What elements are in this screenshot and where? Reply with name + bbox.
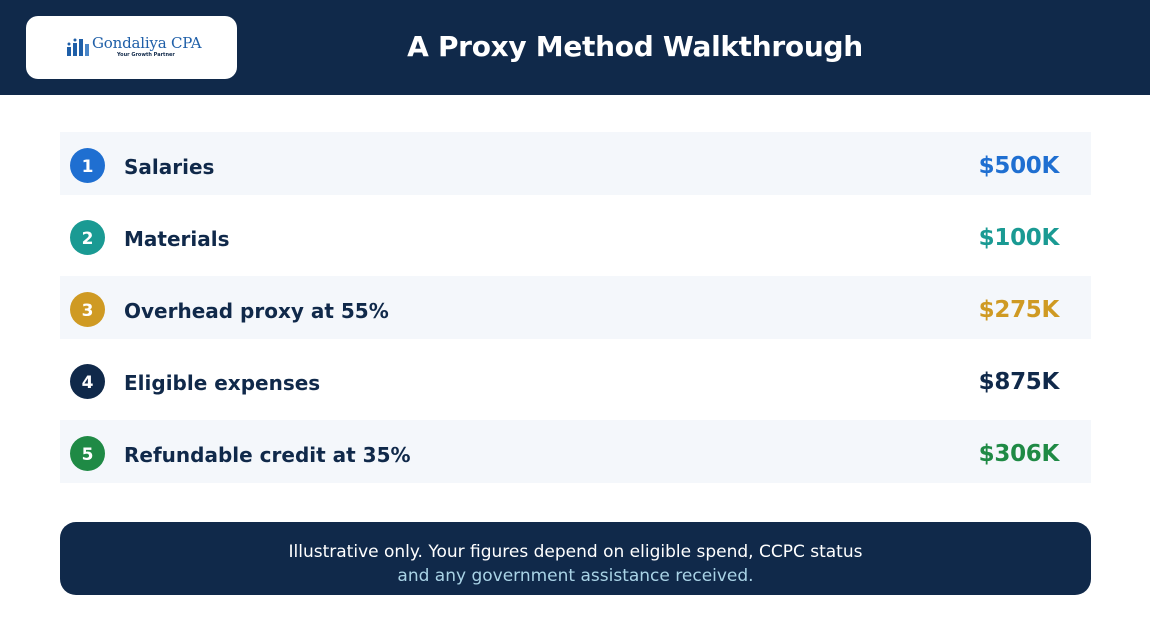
- step-row-4: 4 Eligible expenses $875K: [60, 348, 1091, 411]
- bar-chart-logo-icon: [67, 38, 89, 56]
- step-number-badge: 5: [70, 436, 105, 471]
- step-amount: $306K: [978, 441, 1060, 467]
- step-amount: $875K: [978, 369, 1060, 395]
- step-amount: $100K: [978, 225, 1060, 251]
- steps-list: 1 Salaries $500K 2 Materials $100K 3 Ove…: [60, 132, 1091, 492]
- step-number-badge: 4: [70, 364, 105, 399]
- step-number-badge: 2: [70, 220, 105, 255]
- disclaimer-box: Illustrative only. Your figures depend o…: [60, 522, 1091, 595]
- page-title: A Proxy Method Walkthrough: [407, 30, 863, 63]
- step-row-1: 1 Salaries $500K: [60, 132, 1091, 195]
- logo: Gondaliya CPA Your Growth Partner: [26, 16, 237, 79]
- step-amount: $275K: [978, 297, 1060, 323]
- logo-tagline: Your Growth Partner: [117, 52, 175, 58]
- disclaimer-line-1: Illustrative only. Your figures depend o…: [288, 542, 863, 562]
- step-number-badge: 1: [70, 148, 105, 183]
- step-row-3: 3 Overhead proxy at 55% $275K: [60, 276, 1091, 339]
- step-row-2: 2 Materials $100K: [60, 204, 1091, 267]
- disclaimer-line-2: and any government assistance received.: [397, 566, 754, 586]
- step-label: Refundable credit at 35%: [124, 443, 411, 467]
- step-label: Eligible expenses: [124, 371, 321, 395]
- logo-name: Gondaliya CPA: [92, 34, 202, 52]
- header-banner: Gondaliya CPA Your Growth Partner A Prox…: [0, 0, 1150, 95]
- step-number-badge: 3: [70, 292, 105, 327]
- step-amount: $500K: [978, 153, 1060, 179]
- step-label: Materials: [124, 227, 230, 251]
- step-label: Overhead proxy at 55%: [124, 299, 389, 323]
- step-row-5: 5 Refundable credit at 35% $306K: [60, 420, 1091, 483]
- step-label: Salaries: [124, 155, 215, 179]
